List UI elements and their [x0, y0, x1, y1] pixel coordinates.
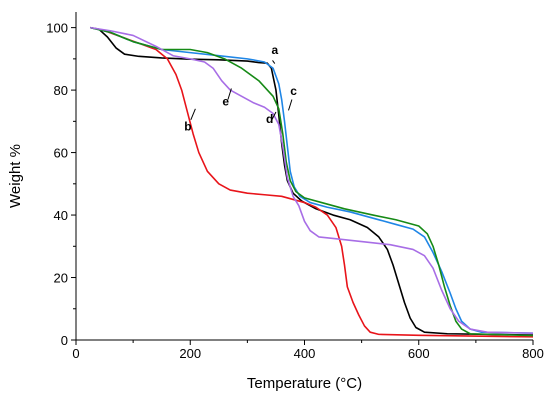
x-tick-label: 600 [408, 346, 430, 361]
annotation-leader-a [272, 60, 276, 64]
y-tick-label: 40 [54, 208, 68, 223]
axes: 0 200 400 600 800 0 20 40 60 80 100 [46, 12, 544, 361]
y-tick-label: 60 [54, 146, 68, 161]
y-tick-label: 80 [54, 83, 68, 98]
curve-label-b: b [184, 120, 191, 134]
y-tick-label: 20 [54, 271, 68, 286]
series-line-e [90, 26, 534, 334]
curve-label-e: e [222, 95, 229, 109]
series-line-a [90, 26, 534, 336]
x-tick-label: 800 [522, 346, 544, 361]
y-tick-label: 0 [61, 333, 68, 348]
y-axis-title: Weight % [7, 144, 24, 208]
series-line-b [90, 26, 534, 338]
annotation-leader-c [288, 99, 293, 111]
curve-label-a: a [271, 43, 278, 57]
x-tick-label: 0 [72, 346, 79, 361]
annotation-leader-e [227, 88, 232, 100]
x-tick-label: 200 [179, 346, 201, 361]
annotation-leader-d [271, 111, 277, 120]
annotation-leader-b [190, 108, 196, 120]
curve-label-d: d [266, 112, 273, 126]
x-tick-label: 400 [294, 346, 316, 361]
series-line-c [90, 26, 534, 334]
annotation-layer: a b c d e [184, 43, 297, 134]
series-layer [90, 26, 534, 338]
x-axis-title: Temperature (°C) [247, 375, 362, 392]
y-tick-label: 100 [46, 21, 68, 36]
series-line-d [90, 26, 534, 337]
curve-label-c: c [290, 84, 297, 98]
